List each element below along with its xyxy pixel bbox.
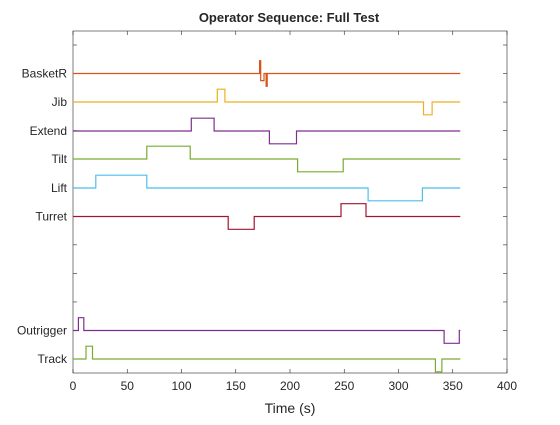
y-tick-label-tilt: Tilt (51, 152, 67, 166)
y-axis-labels: BasketR Jib Extend Tilt Lift Turret Outrigger T… (17, 67, 68, 367)
series-line-outrigger (73, 317, 461, 344)
y-tick-label-outrigger: Outrigger (17, 324, 67, 338)
x-tick-label: 200 (280, 379, 300, 393)
x-tick-label: 50 (121, 379, 135, 393)
series-line-extend (73, 117, 461, 145)
series-line-track (73, 345, 461, 373)
x-tick-label: 350 (443, 379, 463, 393)
plot-area (72, 30, 508, 374)
x-tick-label: 250 (334, 379, 354, 393)
y-tick-label-lift: Lift (51, 181, 68, 195)
x-tick-label: 100 (171, 379, 191, 393)
series-line-basketr (73, 60, 461, 87)
y-tick-label-jib: Jib (52, 95, 68, 109)
x-tick-label: 400 (497, 379, 517, 393)
x-axis-ticks: 0 50 100 150 200 250 300 350 400 (70, 31, 517, 393)
series-line-jib (73, 88, 461, 116)
series-line-turret (73, 203, 461, 230)
y-tick-label-basketr: BasketR (22, 67, 68, 81)
series-line-tilt (73, 145, 461, 173)
x-tick-label: 150 (226, 379, 246, 393)
series-line-lift (73, 174, 461, 202)
series-layer (73, 60, 461, 373)
x-axis-label: Time (s) (265, 400, 316, 416)
y-tick-label-extend: Extend (30, 124, 67, 138)
y-tick-label-turret: Turret (35, 210, 67, 224)
x-tick-label: 0 (70, 379, 77, 393)
y-tick-label-track: Track (37, 352, 68, 366)
chart-title: Operator Sequence: Full Test (199, 10, 380, 25)
x-tick-label: 300 (388, 379, 408, 393)
